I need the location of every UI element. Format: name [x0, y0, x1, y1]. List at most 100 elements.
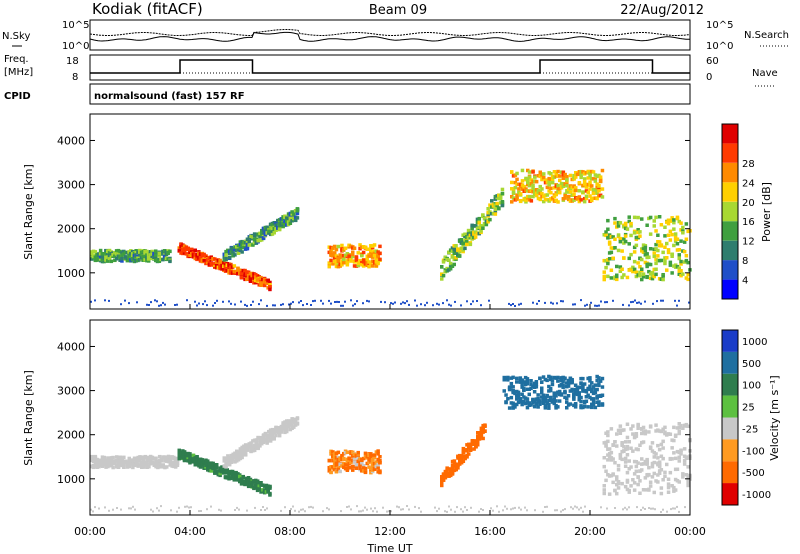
heatmap-cell: [679, 452, 683, 456]
heatmap-cell: [334, 451, 339, 456]
heatmap-cell: [225, 468, 229, 473]
heatmap-cell: [620, 457, 624, 462]
heatmap-cell: [636, 426, 640, 430]
heatmap-cell: [252, 276, 256, 280]
heatmap-cell: [195, 257, 199, 262]
heatmap-cell: [134, 251, 138, 255]
nsky-label: N.Sky: [2, 31, 30, 42]
heatmap-cell: [625, 470, 630, 475]
heatmap-cell: [232, 471, 237, 475]
heatmap-cell: [627, 268, 631, 272]
heatmap-cell: [161, 257, 165, 262]
heatmap-cell: [345, 252, 350, 256]
heatmap-cell: [536, 196, 541, 201]
heatmap-cell: [579, 169, 583, 174]
heatmap-cell: [293, 423, 298, 427]
heatmap-cell: [500, 200, 505, 204]
heatmap-cell: [672, 243, 676, 248]
heatmap-cell: [441, 478, 446, 482]
heatmap-cell: [638, 230, 642, 234]
heatmap-cell: [100, 455, 105, 459]
heatmap-cell: [536, 393, 540, 397]
heatmap-cell: [648, 272, 653, 276]
power-heatmap-cells: [90, 168, 692, 307]
heatmap-cell: [584, 399, 589, 403]
heatmap-cell: [565, 381, 569, 385]
heatmap-cell: [536, 189, 541, 194]
heatmap-cell: [623, 224, 628, 229]
colorbar-swatch: [722, 439, 738, 462]
heatmap-cell: [452, 250, 456, 255]
heatmap-cell: [591, 170, 596, 174]
heatmap-cell: [243, 268, 247, 273]
heatmap-cell: [663, 261, 667, 266]
heatmap-cell: [254, 280, 258, 285]
heatmap-cell: [606, 433, 610, 438]
heatmap-cell: [283, 422, 287, 426]
heatmap-cell: [262, 283, 267, 288]
heatmap-cell: [241, 476, 245, 480]
heatmap-cell: [477, 231, 481, 236]
heatmap-cell: [239, 275, 244, 280]
heatmap-cell: [186, 254, 190, 259]
heatmap-cell: [581, 190, 585, 194]
heatmap-cell: [666, 485, 671, 490]
heatmap-cell: [125, 465, 130, 469]
heatmap-cell: [272, 221, 276, 225]
heatmap-cell: [251, 235, 255, 239]
heatmap-cell: [656, 480, 660, 484]
heatmap-cell: [145, 460, 149, 464]
heatmap-cell: [448, 303, 450, 306]
freq-label-line1: Freq.: [4, 54, 29, 65]
heatmap-cell: [367, 453, 371, 458]
heatmap-cell: [602, 491, 606, 496]
heatmap-cell: [584, 196, 589, 201]
heatmap-cell: [441, 273, 446, 278]
heatmap-cell: [267, 231, 271, 235]
heatmap-cell: [445, 468, 449, 472]
heatmap-cell: [515, 376, 519, 381]
heatmap-cell: [549, 177, 553, 181]
heatmap-cell: [606, 430, 610, 434]
heatmap-cell: [670, 252, 674, 256]
heatmap-cell: [450, 255, 455, 259]
heatmap-cell: [256, 446, 260, 451]
heatmap-cell: [209, 469, 213, 473]
heatmap-cell: [609, 268, 614, 272]
heatmap-cell: [186, 459, 190, 463]
heatmap-cell: [641, 275, 646, 279]
heatmap-cell: [143, 249, 147, 254]
heatmap-cell: [465, 235, 469, 239]
heatmap-cell: [138, 258, 142, 262]
heatmap-cell: [186, 457, 190, 461]
heatmap-cell: [615, 482, 619, 487]
heatmap-cell: [262, 506, 264, 508]
heatmap-cell: [543, 406, 548, 410]
heatmap-cell: [588, 180, 592, 184]
heatmap-cell: [216, 472, 221, 477]
heatmap-cell: [668, 229, 673, 234]
heatmap-cell: [245, 272, 249, 276]
heatmap-cell: [184, 505, 186, 508]
heatmap-cell: [572, 198, 576, 202]
heatmap-cell: [258, 444, 262, 448]
heatmap-cell: [582, 179, 587, 184]
heatmap-cell: [623, 239, 628, 244]
heatmap-cell: [136, 250, 140, 254]
heatmap-cell: [458, 458, 462, 462]
heatmap-cell: [118, 461, 123, 466]
heatmap-cell: [520, 379, 524, 383]
heatmap-cell: [376, 462, 380, 467]
heatmap-cell: [597, 189, 601, 193]
heatmap-cell: [198, 253, 203, 258]
heatmap-cell: [188, 454, 192, 458]
heatmap-cell: [572, 395, 576, 400]
heatmap-cell: [370, 244, 375, 248]
heatmap-cell: [464, 506, 466, 509]
heatmap-cell: [364, 506, 366, 509]
heatmap-cell: [360, 510, 362, 513]
heatmap-cell: [168, 259, 172, 264]
heatmap-cell: [573, 391, 578, 395]
heatmap-cell: [556, 302, 558, 305]
heatmap-cell: [630, 301, 632, 304]
